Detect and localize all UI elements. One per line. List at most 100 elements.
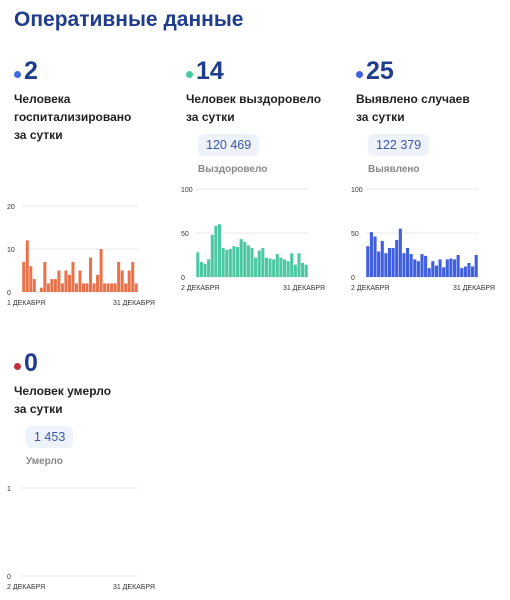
y-tick-label: 0 <box>7 574 11 581</box>
bar <box>387 247 392 277</box>
bar <box>452 259 457 277</box>
bar <box>131 261 135 292</box>
y-tick-label: 1 <box>7 486 11 493</box>
bar <box>39 287 43 292</box>
bar <box>106 283 110 292</box>
bar <box>377 251 381 277</box>
cases-value: 25 <box>366 56 394 85</box>
bar <box>384 253 388 277</box>
bar <box>57 270 61 292</box>
bar <box>395 240 399 277</box>
bar <box>22 261 26 292</box>
bar <box>264 257 269 277</box>
bar <box>117 261 121 292</box>
bar <box>235 247 240 277</box>
bar <box>243 241 247 277</box>
bar <box>369 232 373 277</box>
bar <box>438 259 442 277</box>
bar <box>275 254 279 277</box>
cases-label: Выявлено случаев за сутки <box>356 92 470 124</box>
x-tick-label-end: 31 ДЕКАБРЯ <box>113 300 155 307</box>
bar <box>99 249 103 292</box>
bar <box>427 268 431 277</box>
cases-total-label: Выявлено <box>368 164 420 175</box>
bar <box>254 257 258 277</box>
bar <box>89 257 93 292</box>
bar <box>67 274 71 292</box>
bar <box>74 283 78 292</box>
cases-total: 122 379 <box>368 134 430 156</box>
bar <box>221 247 225 277</box>
bar <box>290 253 294 277</box>
deaths-label: Человек умерло за сутки <box>14 384 112 416</box>
cases-dot-icon <box>356 70 363 78</box>
bar <box>261 247 265 277</box>
y-tick-label: 0 <box>181 275 185 282</box>
bar <box>405 247 410 277</box>
bar <box>239 239 243 277</box>
bar <box>467 262 471 277</box>
recovered-dot-icon <box>186 70 193 78</box>
bar <box>64 270 68 292</box>
bar <box>71 261 75 292</box>
bar <box>449 258 453 277</box>
x-tick-label-end: 31 ДЕКАБРЯ <box>113 584 155 591</box>
recovered-total: 120 469 <box>198 134 260 156</box>
bar <box>246 245 250 277</box>
bar <box>257 250 261 277</box>
recovered-total-label: Выздоровело <box>198 164 268 175</box>
recovered-card: 14 Человек выздоровело за сутки 120 469 … <box>186 56 346 175</box>
bar <box>32 279 36 292</box>
bar <box>29 266 33 292</box>
bar <box>96 274 100 292</box>
deaths-total: 1 453 <box>26 426 74 448</box>
bar <box>391 247 395 277</box>
bar <box>293 264 297 277</box>
bar <box>127 270 131 292</box>
bar <box>431 261 435 277</box>
bar <box>434 265 439 277</box>
hospitalized-value: 2 <box>24 56 38 85</box>
bar <box>53 279 57 292</box>
bar <box>373 236 377 277</box>
bar <box>416 261 420 277</box>
bar <box>78 270 82 292</box>
x-tick-label-start: 2 ДЕКАБРЯ <box>7 584 45 591</box>
x-tick-label-start: 1 ДЕКАБРЯ <box>7 300 45 307</box>
y-tick-label: 0 <box>7 290 11 297</box>
bar <box>442 267 446 277</box>
bar <box>420 254 424 277</box>
y-tick-label: 100 <box>351 187 363 194</box>
page-title: Оперативные данные <box>14 8 244 31</box>
y-tick-label: 100 <box>181 187 193 194</box>
bar <box>120 270 124 292</box>
x-tick-label-start: 2 ДЕКАБРЯ <box>181 285 219 292</box>
y-tick-label: 0 <box>351 275 355 282</box>
bar <box>463 266 467 277</box>
deaths-value: 0 <box>24 348 38 377</box>
recovered-value: 14 <box>196 56 224 85</box>
hospitalized-card: 2 Человека госпитализировано за сутки <box>14 56 174 144</box>
cases-card: 25 Выявлено случаев за сутки 122 379 Выя… <box>356 56 510 175</box>
bar <box>297 253 301 277</box>
bar <box>279 257 283 277</box>
bar <box>471 266 475 277</box>
bar <box>409 254 413 277</box>
deaths-card: 0 Человек умерло за сутки 1 453 Умерло <box>14 348 174 467</box>
x-tick-label-end: 31 ДЕКАБРЯ <box>453 285 495 292</box>
bar <box>424 255 428 277</box>
bar <box>50 279 54 292</box>
bar <box>232 246 236 277</box>
bar <box>286 261 290 277</box>
bar <box>474 255 478 277</box>
bar <box>301 262 305 277</box>
bar <box>25 240 29 292</box>
y-tick-label: 50 <box>351 231 359 238</box>
bar <box>214 225 218 277</box>
bar <box>272 259 276 277</box>
x-tick-label-end: 31 ДЕКАБРЯ <box>283 285 325 292</box>
y-tick-label: 20 <box>7 204 15 211</box>
